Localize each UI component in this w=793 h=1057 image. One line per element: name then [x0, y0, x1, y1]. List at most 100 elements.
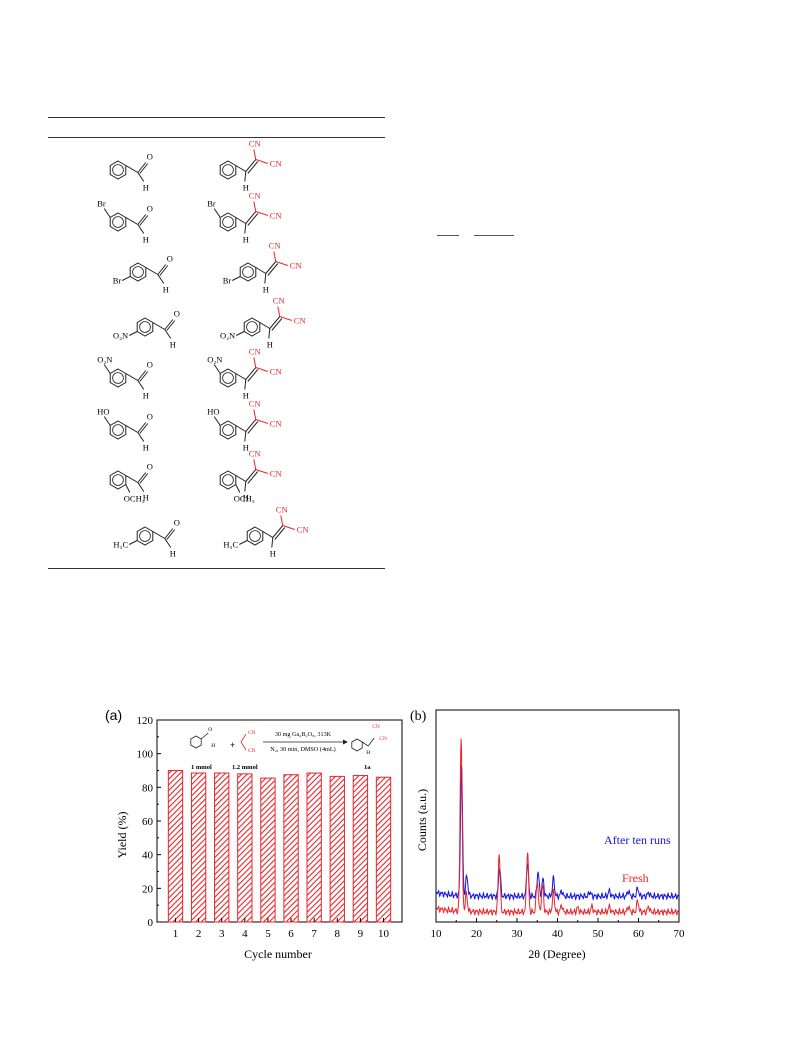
- nitrile-bond: [253, 409, 257, 420]
- table-header-rule: [48, 137, 385, 138]
- bond: [157, 274, 165, 284]
- substituent-label: O₂N: [97, 355, 112, 365]
- hydrogen-label: H: [170, 549, 176, 559]
- alkene-bond: [269, 316, 281, 329]
- y-tick-label: 40: [142, 850, 154, 862]
- cn-label: CN: [297, 525, 309, 535]
- cn-label: CN: [249, 347, 261, 357]
- hydrogen-label: H: [143, 391, 149, 401]
- x-tick-label: 4: [242, 928, 248, 940]
- nitrile-bond: [255, 419, 268, 424]
- bond: [125, 425, 139, 433]
- x-tick-label: 2: [196, 928, 202, 940]
- carbonyl-bond: [159, 265, 169, 276]
- y-tick-label: 100: [137, 749, 154, 761]
- nitrile-bond: [273, 251, 277, 262]
- aromatic-circle: [112, 216, 124, 228]
- aromatic-circle: [242, 266, 254, 278]
- alkene-bond: [272, 525, 284, 538]
- bond: [103, 364, 111, 374]
- cn-label: CN: [270, 419, 282, 429]
- nitrile-bond: [253, 357, 257, 368]
- inset-arrowhead: [343, 739, 348, 745]
- nitrile-bond: [255, 469, 268, 474]
- aromatic-circle: [112, 424, 124, 436]
- alkene-bond: [245, 469, 257, 482]
- bond: [213, 364, 221, 374]
- substituent-label: Br: [223, 276, 232, 286]
- carbonyl-bond: [164, 319, 174, 330]
- bond: [238, 540, 248, 545]
- product-structure: H CN CN H₃C: [223, 505, 308, 559]
- inset-bond: [361, 737, 375, 747]
- cn-label: CN: [270, 367, 282, 377]
- y-axis-label: Counts (a.u.): [415, 789, 429, 851]
- oxygen-label: O: [174, 309, 180, 319]
- nitrile-bond: [282, 525, 295, 530]
- bond: [235, 425, 247, 432]
- cn-label: CN: [273, 296, 285, 306]
- hydrogen-label: H: [243, 235, 249, 245]
- alkene-bond: [245, 159, 257, 172]
- product-structure: H CN CN Br: [223, 241, 302, 295]
- y-tick-label: 120: [137, 715, 154, 727]
- hydrogen-label: H: [143, 493, 149, 503]
- hydrogen-label: H: [163, 285, 169, 295]
- substituent-label: OCH₃: [124, 494, 145, 504]
- reactant-structure: O H HO: [97, 407, 153, 453]
- nitrile-bond: [255, 367, 268, 372]
- nitrile-bond: [255, 159, 268, 164]
- nitrile-bond: [277, 306, 281, 317]
- bond: [137, 224, 145, 234]
- alkene-bond: [247, 471, 259, 484]
- hydrogen-label: H: [263, 285, 269, 295]
- alkene-bond: [265, 261, 277, 274]
- bond: [137, 172, 145, 182]
- bar: [237, 773, 253, 923]
- aromatic-circle: [222, 216, 234, 228]
- substituent-label: H₃C: [113, 540, 128, 550]
- product-structure: H CN CN Br: [207, 191, 281, 245]
- alkene-bond: [245, 367, 257, 380]
- conditions-bottom: N₂, 30 min, DMSO (4mL): [270, 746, 335, 753]
- oxygen-label: O: [147, 204, 153, 214]
- amount-malononitrile: 1.2 mmol: [232, 764, 258, 771]
- reactant-structure: O H Br: [113, 254, 173, 295]
- plus-sign: +: [230, 740, 235, 750]
- cn-label: CN: [249, 139, 261, 149]
- bond: [103, 208, 111, 218]
- aromatic-circle: [112, 164, 124, 176]
- inset-bond: [200, 732, 209, 740]
- plot-frame: [435, 709, 680, 923]
- bar: [167, 770, 184, 923]
- substituent-label: O₂N: [113, 331, 128, 341]
- bar: [260, 777, 276, 923]
- hydrogen-label: H: [143, 183, 149, 193]
- bar: [375, 776, 392, 923]
- carbonyl-bond: [137, 162, 147, 173]
- bond: [268, 328, 271, 339]
- x-tick-label: 6: [288, 928, 294, 940]
- aromatic-circle: [112, 474, 124, 486]
- x-tick-label: 5: [265, 928, 271, 940]
- bond: [103, 416, 111, 426]
- product-structure: H CN CN O₂N: [220, 296, 306, 350]
- inset-cn: CN: [372, 724, 380, 730]
- oxygen-label: O: [147, 360, 153, 370]
- alkene-bond: [274, 527, 286, 540]
- aromatic-circle: [139, 321, 151, 333]
- aromatic-circle: [139, 530, 151, 542]
- substituent-label: O₂N: [220, 331, 235, 341]
- product-structure: H CN CN O₂N: [207, 347, 281, 401]
- carbonyl-bond: [139, 473, 149, 484]
- alkene-bond: [267, 263, 279, 276]
- alkene-bond: [245, 419, 257, 432]
- bond: [164, 538, 172, 548]
- reactant-structure: OH: [109, 152, 153, 193]
- inset-hydrogen: H: [366, 750, 370, 756]
- cn-label: CN: [294, 316, 306, 326]
- bond: [244, 481, 247, 492]
- x-tick-label: 7: [311, 928, 317, 940]
- hydrogen-label: H: [243, 493, 249, 503]
- bond: [259, 322, 271, 329]
